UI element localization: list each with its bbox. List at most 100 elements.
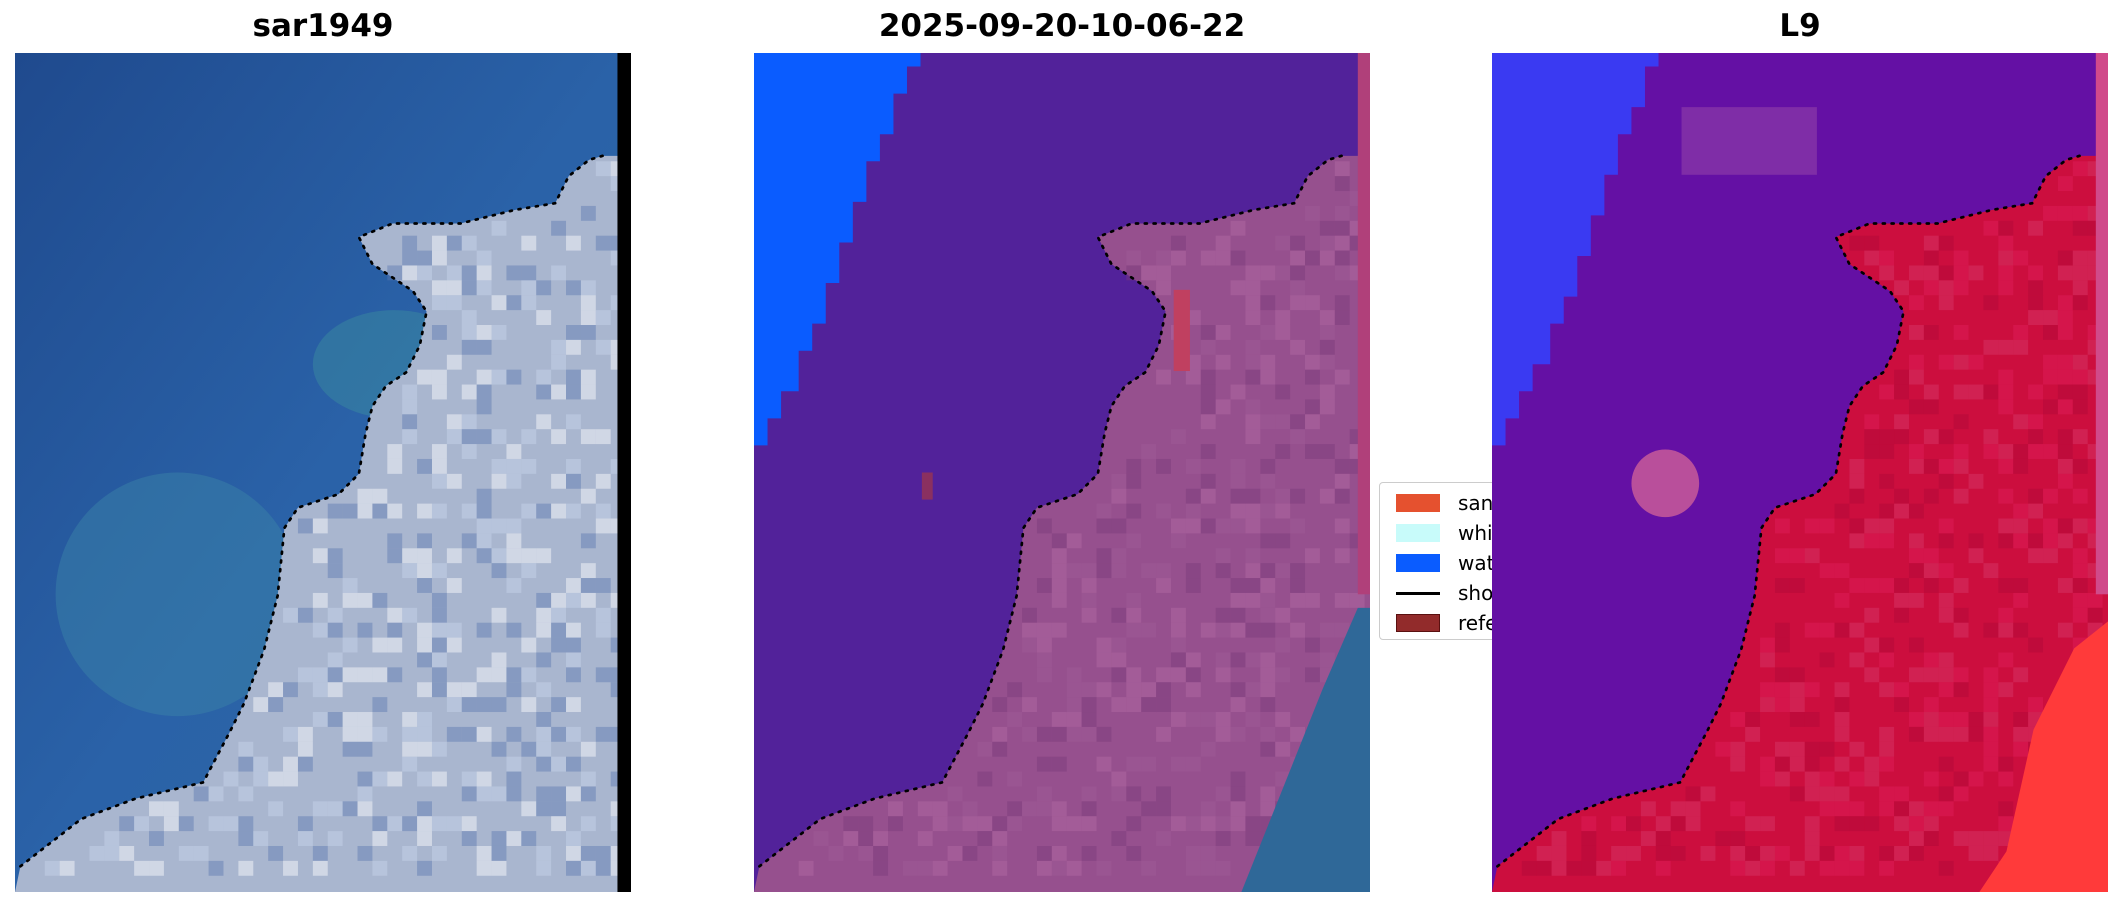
land-area [754,155,1370,892]
image-pixel [44,860,60,876]
image-pixel [312,712,328,727]
image-pixel [1200,324,1216,340]
image-pixel [1096,682,1112,698]
image-pixel [461,533,477,549]
image-pixel [1670,845,1686,861]
image-pixel [1923,578,1939,593]
image-pixel [1998,235,2014,251]
image-pixel [402,712,418,727]
image-pixel [491,458,507,474]
image-pixel [1953,444,1969,459]
image-pixel [1566,860,1582,876]
image-pixel [873,831,889,846]
image-pixel [1170,622,1186,638]
image-pixel [1096,726,1112,742]
image-pixel [521,548,537,564]
image-pixel [446,235,462,251]
image-pixel [1275,310,1291,325]
image-pixel [1200,369,1216,385]
image-pixel [1305,444,1320,459]
image-pixel [1700,786,1716,802]
image-pixel [1998,816,2014,832]
image-pixel [387,816,403,832]
image-pixel [566,324,581,340]
image-pixel [491,652,507,668]
image-pixel [476,860,492,876]
image-pixel [461,235,477,251]
image-pixel [536,607,552,623]
image-pixel [372,697,388,713]
image-pixel [888,801,903,817]
image-pixel [2072,384,2088,400]
image-pixel [1819,845,1835,861]
image-pixel [476,280,492,296]
image-pixel [992,697,1008,713]
image-pixel [580,786,596,802]
image-pixel [134,860,150,876]
image-pixel [357,622,373,638]
image-pixel [992,816,1008,832]
image-pixel [1036,786,1052,802]
image-pixel [1834,816,1850,832]
image-pixel [1290,563,1306,579]
image-pixel [1879,503,1895,519]
image-pixel [566,235,581,251]
image-pixel [1834,592,1850,608]
image-pixel [1849,652,1865,668]
image-pixel [417,816,432,832]
image-pixel [1111,488,1127,504]
image-pixel [566,280,581,296]
image-pixel [1849,771,1865,787]
image-pixel [1581,845,1597,861]
image-pixel [1998,265,2014,281]
image-pixel [551,697,567,713]
image-pixel [417,652,432,668]
image-pixel [238,831,254,846]
image-pixel [1275,488,1291,504]
image-pixel [580,295,596,311]
image-pixel [1156,578,1171,593]
image-pixel [947,786,963,802]
image-pixel [1230,816,1246,832]
image-pixel [372,860,388,876]
image-pixel [2043,354,2058,370]
image-pixel [1305,369,1320,385]
image-pixel [2057,176,2073,192]
image-pixel [402,548,418,564]
image-pixel [1022,607,1037,623]
image-pixel [977,771,993,787]
image-pixel [1938,429,1954,445]
image-pixel [566,622,581,638]
image-pixel [1126,786,1142,802]
image-pixel [506,458,522,474]
image-pixel [1334,205,1350,221]
image-pixel [297,726,313,742]
image-pixel [1230,697,1246,713]
image-pixel [1051,563,1067,579]
image-pixel [1953,578,1969,593]
image-pixel [1923,771,1939,787]
image-pixel [1260,533,1276,549]
image-pixel [461,310,477,325]
image-pixel [2057,429,2073,445]
image-pixel [580,280,596,296]
image-pixel [417,503,432,519]
image-pixel [461,697,477,713]
image-pixel [1334,220,1350,236]
image-pixel [1745,726,1761,742]
image-pixel [595,518,611,534]
image-pixel [580,488,596,504]
image-pixel [1305,205,1320,221]
image-pixel [1141,756,1157,772]
image-pixel [566,578,581,593]
image-pixel [1998,756,2014,772]
image-pixel [1215,667,1231,683]
image-pixel [357,726,373,742]
legend-item-sand: sand [1396,491,1506,515]
image-pixel [1096,563,1112,579]
image-pixel [1819,563,1835,579]
shoreline [1496,154,2081,868]
image-pixel [1170,533,1186,549]
image-pixel [1260,503,1276,519]
image-pixel [1275,444,1291,459]
